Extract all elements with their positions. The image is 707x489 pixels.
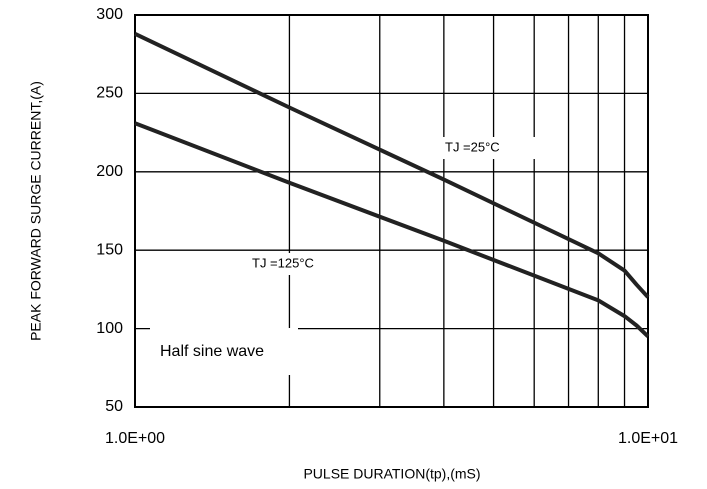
y-tick-label: 300 bbox=[96, 6, 123, 23]
series-label-bg bbox=[441, 137, 541, 159]
y-tick-label: 50 bbox=[105, 398, 123, 415]
line-series bbox=[134, 31, 650, 299]
plot-border bbox=[134, 14, 649, 408]
annotation: Half sine wave bbox=[160, 343, 264, 360]
y-tick-label: 100 bbox=[96, 320, 123, 337]
y-tick-label: 250 bbox=[96, 85, 123, 102]
x-axis-label: PULSE DURATION(tp),(mS) bbox=[303, 466, 480, 482]
x-tick-label: 1.0E+00 bbox=[105, 430, 165, 447]
annotation-box bbox=[150, 328, 298, 375]
series-label: TJ =125°C bbox=[252, 255, 314, 270]
line-series bbox=[134, 121, 650, 338]
y-tick-label: 200 bbox=[96, 163, 123, 180]
y-tick-label: 150 bbox=[96, 241, 123, 258]
series-label: TJ =25°C bbox=[445, 139, 500, 154]
y-axis-label: PEAK FORWARD SURGE CURRENT,(A) bbox=[28, 81, 44, 341]
x-tick-label: 1.0E+01 bbox=[618, 430, 678, 447]
series-label-bg bbox=[248, 253, 348, 275]
